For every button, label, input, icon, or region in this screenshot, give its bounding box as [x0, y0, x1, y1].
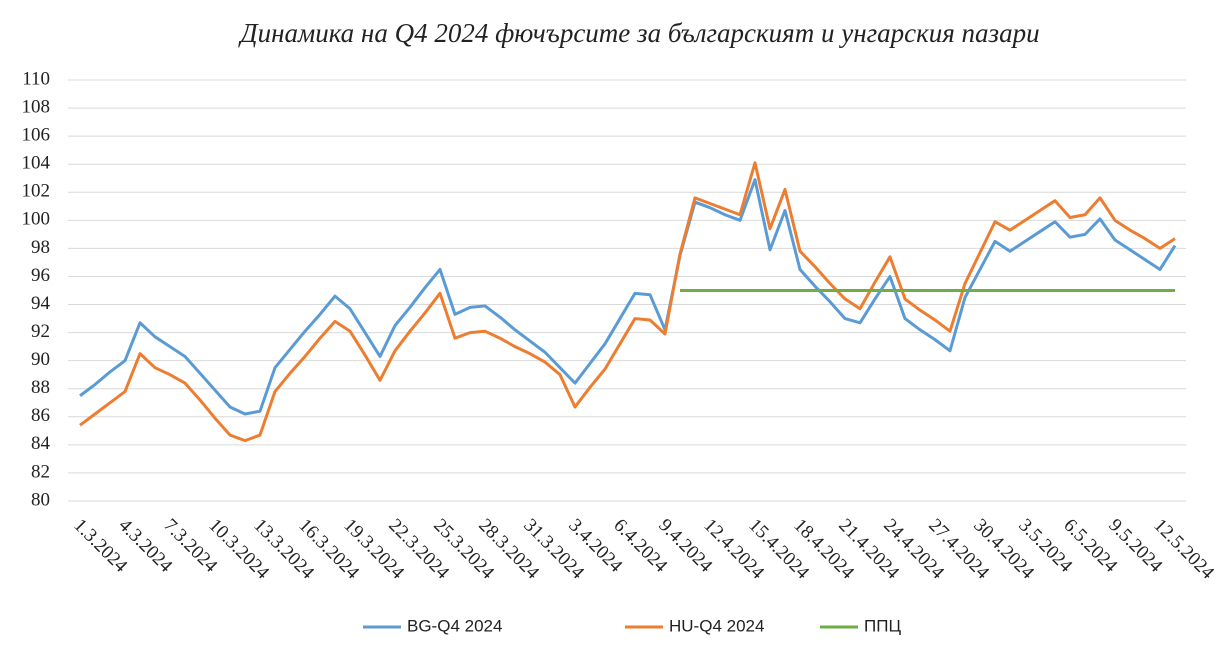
y-tick-label: 94 [31, 293, 51, 314]
y-tick-label: 104 [22, 153, 51, 174]
y-tick-label: 92 [31, 321, 50, 342]
y-tick-label: 106 [22, 124, 51, 145]
y-tick-label: 90 [31, 349, 50, 370]
legend-label: ППЦ [864, 616, 901, 635]
legend-item: HU-Q4 2024 [625, 616, 764, 635]
y-tick-label: 102 [22, 181, 51, 202]
legend-label: BG-Q4 2024 [407, 616, 502, 635]
series-line [79, 178, 1177, 416]
legend-label: HU-Q4 2024 [669, 616, 764, 635]
y-tick-label: 100 [22, 209, 51, 230]
legend-item: ППЦ [820, 616, 901, 635]
y-tick-label: 88 [31, 377, 50, 398]
y-tick-label: 110 [22, 68, 50, 89]
y-tick-label: 84 [31, 433, 51, 454]
y-tick-label: 108 [22, 96, 51, 117]
y-tick-label: 96 [31, 265, 50, 286]
y-tick-label: 80 [31, 489, 50, 510]
legend-item: BG-Q4 2024 [363, 616, 502, 635]
y-tick-label: 86 [31, 405, 50, 426]
x-tick-label: 12.5.2024 [1149, 515, 1218, 584]
series-line [79, 161, 1176, 443]
chart-title: Динамика на Q4 2024 фючърсите за българс… [237, 18, 1039, 48]
y-tick-label: 98 [31, 237, 50, 258]
y-tick-label: 82 [31, 461, 50, 482]
